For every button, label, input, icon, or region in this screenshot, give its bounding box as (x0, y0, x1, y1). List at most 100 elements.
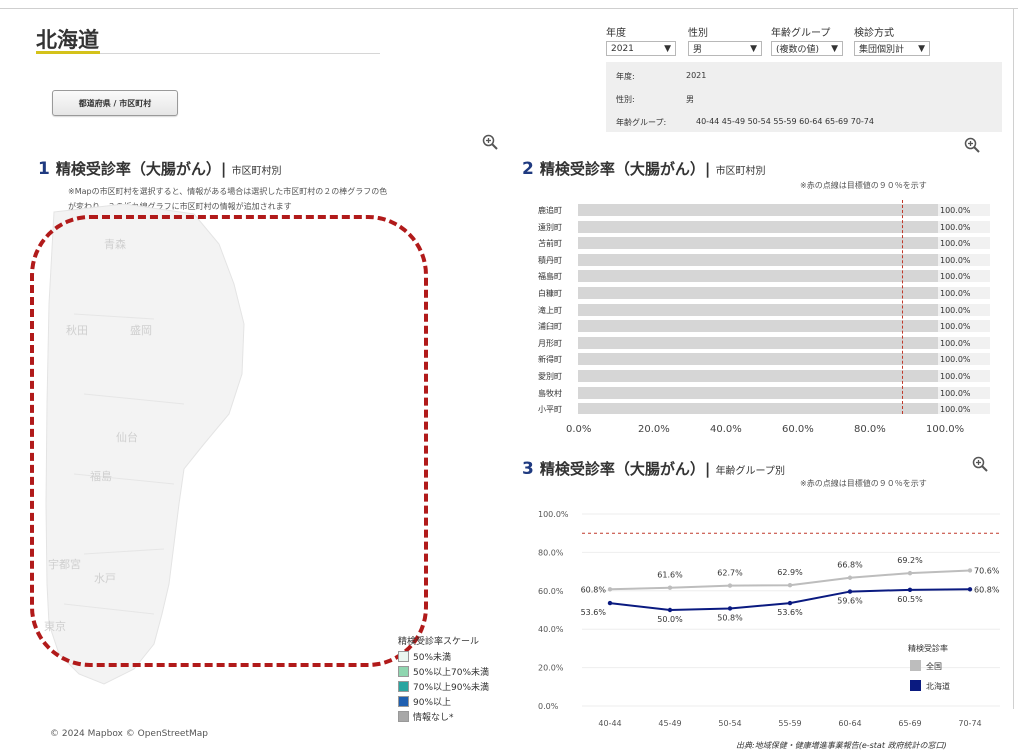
filter-sex-select[interactable]: 男 ▼ (688, 41, 762, 56)
bar-value-label: 100.0% (940, 239, 971, 249)
bar-row[interactable]: 浦臼町 100.0% (530, 318, 990, 334)
line-point[interactable] (967, 568, 973, 573)
bar[interactable] (578, 320, 938, 333)
bar-row[interactable]: 苫前町 100.0% (530, 235, 990, 251)
bar-row[interactable]: 月形町 100.0% (530, 335, 990, 351)
line-data-label: 62.7% (717, 569, 743, 578)
bar-value-label: 100.0% (940, 305, 971, 315)
line-point[interactable] (907, 587, 913, 593)
bar-row[interactable]: 愛別町 100.0% (530, 368, 990, 384)
bar-row[interactable]: 白糠町 100.0% (530, 285, 990, 301)
filter-exam-method-select[interactable]: 集団個別計 ▼ (854, 41, 930, 56)
bar[interactable] (578, 237, 938, 250)
section3-number: 3 (522, 459, 534, 479)
line-y-tick-label: 100.0% (538, 510, 569, 519)
bar[interactable] (578, 204, 938, 216)
legend-item: 70%以上90%未満 (398, 680, 489, 693)
bar-row[interactable]: 福島町 100.0% (530, 268, 990, 284)
line-point[interactable] (847, 589, 853, 594)
line-y-tick-label: 20.0% (538, 664, 564, 673)
bar-row[interactable]: 遠別町 100.0% (530, 219, 990, 235)
section3-heading: 精検受診率（大腸がん）| (539, 460, 711, 478)
bar-row[interactable]: 小平町 100.0% (530, 401, 990, 414)
bar-row[interactable]: 島牧村 100.0% (530, 385, 990, 401)
legend-title: 精検受診率スケール (398, 637, 480, 647)
line-point[interactable] (667, 607, 673, 613)
dropdown-arrow-icon: ▼ (750, 43, 757, 54)
filter-year: 年度 2021 ▼ (606, 24, 676, 56)
section1-note-line1: ※Mapの市区町村を選択すると、情報がある場合は選択した市区町村の２の棒グラフの… (68, 187, 388, 196)
zoom-in-icon[interactable] (972, 456, 988, 472)
bar-category-label: 福島町 (538, 272, 562, 282)
bar[interactable] (578, 386, 938, 399)
bar[interactable] (578, 303, 938, 316)
bar[interactable] (578, 336, 938, 349)
bar-row[interactable]: 鹿追町 100.0% (530, 202, 990, 218)
municipality-bar-chart[interactable]: 鹿追町 100.0% 遠別町 100.0% 苫前町 100.0% 積丹町 100.0% 福島町 1… (530, 202, 990, 414)
prefecture-municipality-button[interactable]: 都道府県 / 市区町村 (52, 90, 178, 116)
line-data-label: 53.6% (777, 608, 803, 617)
line-point[interactable] (667, 585, 673, 590)
map-label-morioka: 盛岡 (130, 324, 152, 337)
line-point[interactable] (727, 583, 733, 588)
age-group-line-chart[interactable]: 0.0% 20.0% 40.0% 60.0% 80.0% 100.0% 40-44 45-49… (530, 500, 1008, 736)
bar-value-label: 100.0% (940, 206, 971, 215)
filter-exam-method-value: 集団個別計 (859, 45, 905, 55)
bar[interactable] (578, 370, 938, 382)
bar[interactable] (578, 253, 938, 266)
bar[interactable] (578, 270, 938, 283)
line-y-tick-label: 0.0% (538, 702, 559, 711)
section3-subtitle: 年齢グループ別 (715, 466, 785, 477)
dropdown-arrow-icon: ▼ (918, 43, 925, 54)
map-label-utsunomiya: 宇都宮 (48, 558, 81, 571)
line-point[interactable] (847, 575, 853, 580)
legend-swatch (398, 681, 409, 692)
section1-number: 1 (38, 159, 50, 179)
section1-heading: 精検受診率（大腸がん）| (55, 160, 227, 178)
line-data-label: 66.8% (837, 561, 863, 570)
line-data-label: 50.0% (657, 615, 683, 624)
filter-exam-method-label: 検診方式 (854, 28, 894, 39)
bar-x-tick-label: 60.0% (782, 424, 814, 435)
map-landmass (45, 204, 245, 685)
bar-category-label: 浦臼町 (538, 322, 562, 332)
line-point[interactable] (607, 600, 613, 606)
bar[interactable] (578, 220, 938, 233)
line-point[interactable] (787, 583, 793, 588)
bar[interactable] (578, 353, 938, 366)
bar-category-label: 愛別町 (538, 372, 562, 381)
section1-note-line2: が変わり、３の折れ線グラフに市区町村の情報が追加されます (68, 202, 292, 211)
bar[interactable] (578, 287, 938, 299)
line-point[interactable] (967, 587, 973, 592)
map-credit[interactable]: © 2024 Mapbox © OpenStreetMap (50, 729, 208, 739)
filter-year-select[interactable]: 2021 ▼ (606, 41, 676, 56)
bar-value-label: 100.0% (940, 289, 971, 298)
bar[interactable] (578, 403, 938, 414)
line-point[interactable] (907, 570, 913, 576)
line-point[interactable] (607, 587, 613, 592)
bar-row[interactable]: 積丹町 100.0% (530, 252, 990, 268)
bar-value-label: 100.0% (940, 405, 971, 414)
legend-item: 90%以上 (398, 695, 489, 708)
line-point[interactable] (727, 606, 733, 611)
line-x-tick-label: 60-64 (838, 719, 861, 728)
legend-item-label: 情報なし* (413, 713, 454, 723)
line-data-label: 59.6% (837, 597, 863, 606)
bar-row[interactable]: 滝上町 100.0% (530, 302, 990, 318)
bar-category-label: 遠別町 (538, 222, 562, 232)
summary-sex-value: 男 (686, 95, 694, 104)
line-data-label: 60.5% (897, 595, 923, 604)
bar-category-label: 月形町 (538, 338, 562, 348)
filter-sex: 性別 男 ▼ (688, 24, 762, 56)
zoom-in-icon[interactable] (482, 134, 498, 150)
line-legend-label: 北海道 (926, 681, 950, 691)
line-point[interactable] (787, 600, 793, 606)
zoom-in-icon[interactable] (964, 137, 980, 153)
right-border (1013, 9, 1014, 709)
filter-age-group-select[interactable]: (複数の値) ▼ (771, 41, 843, 56)
line-legend-swatch (910, 680, 921, 691)
summary-year-label: 年度: (616, 72, 635, 81)
bar-category-label: 新得町 (538, 355, 562, 365)
bar-row[interactable]: 新得町 100.0% (530, 351, 990, 367)
page-title: 北海道 (36, 28, 99, 52)
